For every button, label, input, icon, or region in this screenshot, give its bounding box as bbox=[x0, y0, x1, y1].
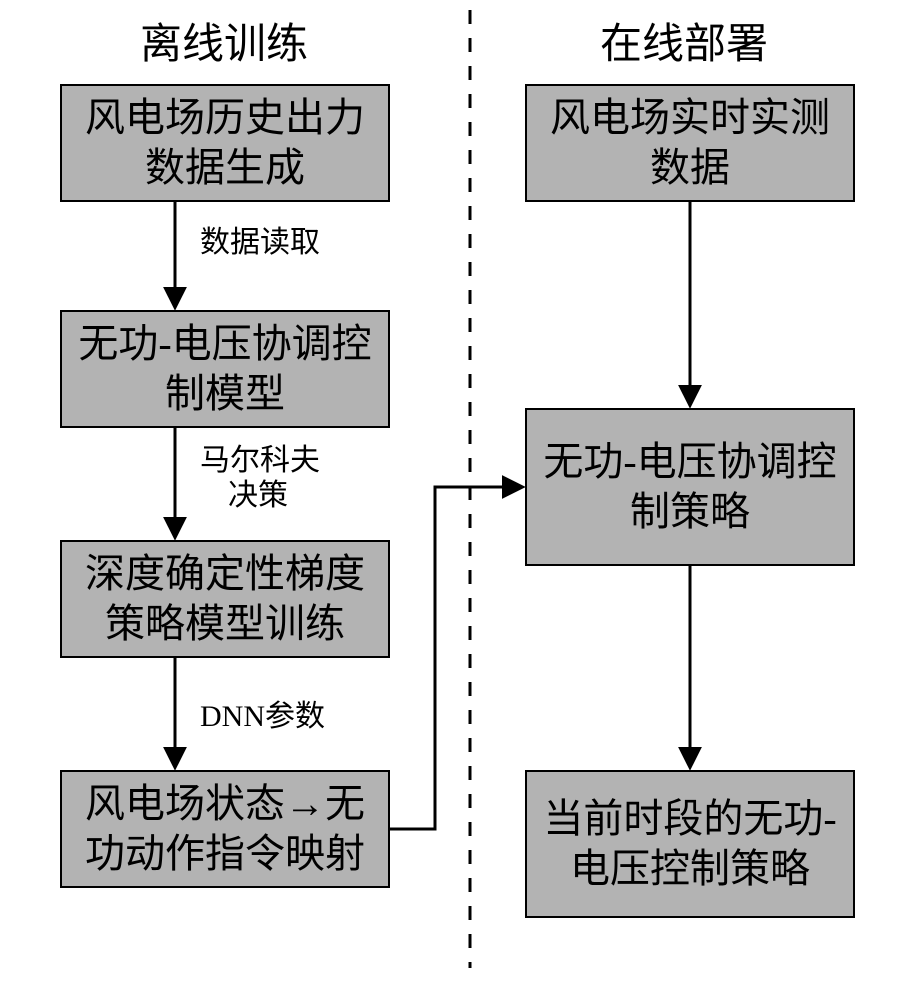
edge-label-12: 数据读取 bbox=[200, 226, 320, 261]
header-right: 在线部署 bbox=[600, 10, 768, 71]
header-left: 离线训练 bbox=[140, 10, 308, 71]
box-right-2: 无功-电压协调控制策略 bbox=[525, 408, 855, 566]
box-right-1: 风电场实时实测数据 bbox=[525, 84, 855, 202]
box-left-2: 无功-电压协调控制模型 bbox=[60, 310, 390, 428]
box-left-4: 风电场状态→无功动作指令映射 bbox=[60, 770, 390, 888]
arrow-cross-left4-right2 bbox=[390, 487, 521, 829]
edge-label-23-line2: 决策 bbox=[200, 479, 288, 512]
box-left-3: 深度确定性梯度策略模型训练 bbox=[60, 540, 390, 658]
edge-label-34: DNN参数 bbox=[200, 700, 325, 735]
flowchart-diagram: 离线训练 在线部署 风电场历史出力数据生成 无功-电压协调控制模型 深度确定性梯… bbox=[40, 10, 880, 990]
edge-label-23-line1: 马尔科夫 bbox=[200, 444, 320, 477]
box-right-3: 当前时段的无功-电压控制策略 bbox=[525, 770, 855, 918]
box-left-1: 风电场历史出力数据生成 bbox=[60, 84, 390, 202]
